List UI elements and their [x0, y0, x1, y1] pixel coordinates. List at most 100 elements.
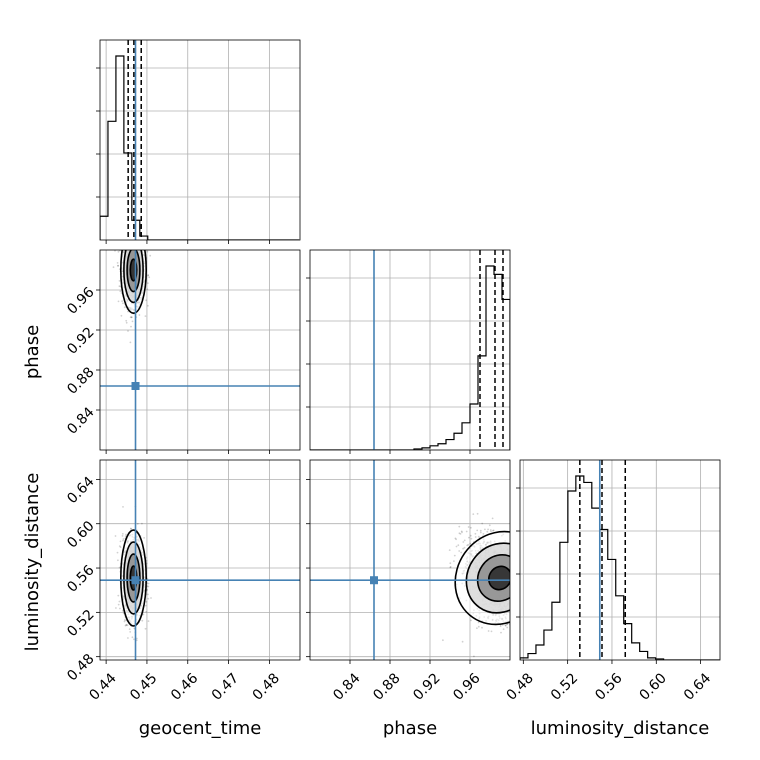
histogram-phase: [310, 265, 510, 450]
sample-point: [150, 597, 152, 599]
sample-point: [476, 627, 478, 630]
sample-point: [474, 532, 477, 535]
xtick-label-luminosity_distance-2: 0.56: [592, 670, 625, 703]
sample-point: [125, 533, 127, 536]
ytick-label-phase-2: 0.92: [64, 324, 97, 357]
sample-point: [147, 304, 149, 307]
sample-point: [486, 530, 489, 533]
sample-point: [490, 630, 493, 633]
sample-point: [144, 604, 147, 607]
sample-point: [130, 316, 133, 319]
sample-point: [123, 619, 126, 621]
panel-1-0-contours: [120, 250, 147, 314]
y-axis-label-luminosity-distance: luminosity_distance: [22, 473, 43, 652]
sample-point: [145, 610, 148, 613]
ytick-label-luminosity_distance-0: 0.48: [64, 651, 97, 684]
sample-point: [142, 613, 145, 616]
panel-1-0-frame: [99, 249, 301, 451]
panel-1-1-frame: [309, 249, 511, 451]
sample-point: [487, 528, 489, 531]
sample-point: [472, 513, 475, 515]
xtick-label-geocent_time-2: 0.46: [168, 670, 201, 703]
sample-point: [117, 250, 120, 253]
sample-point: [118, 280, 121, 282]
sample-point: [469, 534, 472, 537]
sample-point: [123, 620, 126, 623]
ytick-label-phase-1: 0.88: [64, 364, 97, 397]
sample-point: [145, 600, 148, 603]
sample-point: [138, 314, 141, 316]
sample-point: [489, 529, 492, 531]
sample-point: [119, 607, 121, 610]
sample-point: [463, 539, 466, 542]
panel-2-0-frame: [99, 459, 301, 661]
sample-point: [147, 597, 150, 600]
sample-point: [455, 545, 458, 548]
sample-point: [474, 536, 477, 538]
sample-point: [123, 306, 126, 309]
sample-point: [481, 522, 484, 525]
sample-point: [141, 522, 143, 525]
sample-point: [461, 531, 463, 534]
sample-point: [117, 559, 119, 562]
sample-point: [117, 300, 120, 303]
sample-point: [147, 620, 150, 622]
sample-point: [147, 274, 150, 276]
sample-point: [457, 544, 460, 547]
sample-point: [448, 549, 451, 551]
sample-point: [476, 529, 479, 532]
sample-point: [504, 624, 507, 627]
sample-point: [442, 639, 444, 642]
sample-point: [148, 276, 151, 279]
sample-point: [479, 529, 482, 532]
sample-point: [121, 535, 124, 537]
sample-point: [473, 655, 475, 658]
sample-point: [506, 626, 509, 629]
sample-point: [136, 522, 139, 525]
sample-point: [131, 636, 134, 639]
sample-point: [467, 526, 470, 528]
sample-point: [477, 535, 480, 538]
sample-point: [461, 640, 464, 643]
sample-point: [121, 609, 124, 612]
sample-point: [118, 545, 121, 547]
xtick-label-luminosity_distance-4: 0.64: [681, 670, 714, 703]
sample-point: [117, 594, 120, 597]
histogram-luminosity_distance: [520, 475, 720, 660]
ytick-label-luminosity_distance-4: 0.64: [64, 474, 97, 507]
sample-point: [125, 623, 128, 626]
ytick-label-luminosity_distance-3: 0.60: [64, 518, 97, 551]
sample-point: [129, 631, 132, 633]
sample-point: [506, 623, 509, 626]
ytick-label-phase-3: 0.96: [64, 284, 97, 317]
panel-1-0-truth-marker: [131, 382, 140, 390]
sample-point: [147, 585, 150, 588]
sample-point: [477, 625, 480, 628]
sample-point: [146, 250, 149, 253]
sample-point: [130, 325, 132, 328]
xtick-label-phase-3: 0.96: [450, 670, 483, 703]
sample-point: [118, 566, 121, 569]
xtick-label-luminosity_distance-3: 0.60: [637, 670, 670, 703]
histogram-geocent_time: [100, 55, 299, 240]
panel-2-1-truth-marker: [370, 576, 378, 585]
panel-2-1-contour-level-3: [487, 565, 510, 591]
sample-point: [467, 543, 470, 546]
sample-point: [117, 603, 120, 606]
xtick-label-phase-1: 0.88: [370, 670, 403, 703]
sample-point: [145, 299, 148, 302]
sample-point: [502, 628, 505, 631]
sample-point: [488, 524, 491, 527]
sample-point: [112, 266, 115, 269]
ytick-label-phase-0: 0.84: [64, 404, 97, 437]
sample-point: [468, 536, 470, 539]
sample-point: [125, 321, 128, 324]
xtick-label-luminosity_distance-1: 0.52: [548, 670, 581, 703]
sample-point: [469, 542, 472, 545]
sample-point: [147, 582, 150, 585]
sample-point: [117, 264, 119, 267]
x-axis-label-luminosity-distance: luminosity_distance: [531, 718, 710, 739]
xtick-label-geocent_time-3: 0.47: [209, 670, 242, 703]
sample-point: [454, 537, 457, 540]
